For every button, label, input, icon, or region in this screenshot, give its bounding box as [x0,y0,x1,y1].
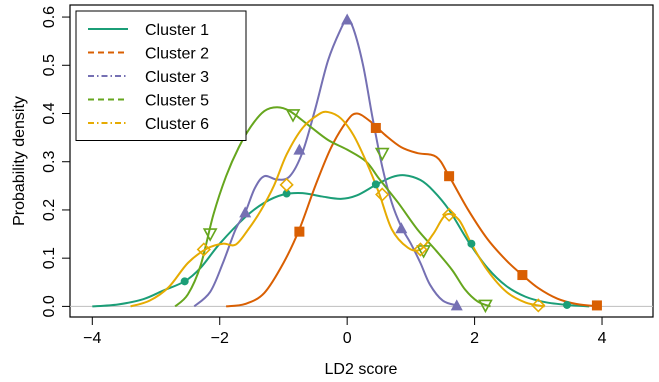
x-axis-label: LD2 score [325,361,398,378]
cluster-2-data-point [444,171,455,182]
cluster-5-data-point [374,147,390,162]
legend-label: Cluster 1 [145,22,209,39]
cluster-1-data-point [562,300,571,309]
cluster-5-data-point [202,228,218,242]
y-tick-label: 0.6 [41,6,58,28]
cluster-1-density-line [92,174,590,308]
cluster-3-data-point [395,222,408,234]
y-axis-label: Probability density [11,96,28,226]
cluster-2-density-line [225,112,599,308]
cluster-6-density-line [130,110,545,308]
legend-label: Cluster 6 [145,116,209,133]
cluster-2-data-point [370,122,381,133]
cluster-1-data-point [467,239,476,248]
y-tick-label: 0.5 [41,54,58,76]
y-tick-label: 0.4 [41,102,58,124]
cluster-3-data-point [293,143,306,155]
cluster-6-data-point [441,207,457,222]
x-tick-label: −4 [83,330,101,347]
y-tick-label: 0.2 [41,199,58,221]
cluster-3-data-point [341,13,354,25]
legend-label: Cluster 3 [145,69,209,86]
cluster-6-data-point [413,242,428,257]
y-tick-label: 0.0 [41,295,58,317]
cluster-5-density-line [174,106,491,308]
cluster-1-data-point [180,277,189,286]
cluster-6-data-point [531,298,546,313]
x-tick-label: 4 [598,330,607,347]
cluster-3-data-point [239,206,252,218]
legend: Cluster 1 Cluster 2 Cluster 3 Cluster 5 Clus… [75,10,247,141]
cluster-6-data-point [196,242,211,257]
cluster-1-data-point [371,180,380,189]
legend-label: Cluster 2 [145,46,209,63]
cluster-5-data-point [478,299,493,314]
y-tick-label: 0.3 [41,151,58,173]
cluster-3-data-point [450,299,463,311]
x-tick-label: −2 [211,330,229,347]
cluster-6-data-point [375,187,390,202]
y-axis: 0.0 0.1 0.2 0.3 0.4 0.5 0.6 [41,6,70,318]
y-tick-label: 0.1 [41,247,58,269]
cluster-1-data-point [282,189,291,198]
legend-label: Cluster 5 [145,93,209,110]
x-axis: −4 −2 0 2 4 [83,317,607,347]
cluster-2-data-point [517,270,528,281]
cluster-5-data-point [285,109,301,123]
plot-frame [69,4,654,318]
x-tick-label: 2 [470,330,479,347]
cluster-2-data-point [294,226,305,237]
cluster-2-data-point [591,300,602,311]
series-markers [180,13,602,314]
x-tick-label: 0 [343,330,352,347]
cluster-6-data-point [279,177,294,193]
